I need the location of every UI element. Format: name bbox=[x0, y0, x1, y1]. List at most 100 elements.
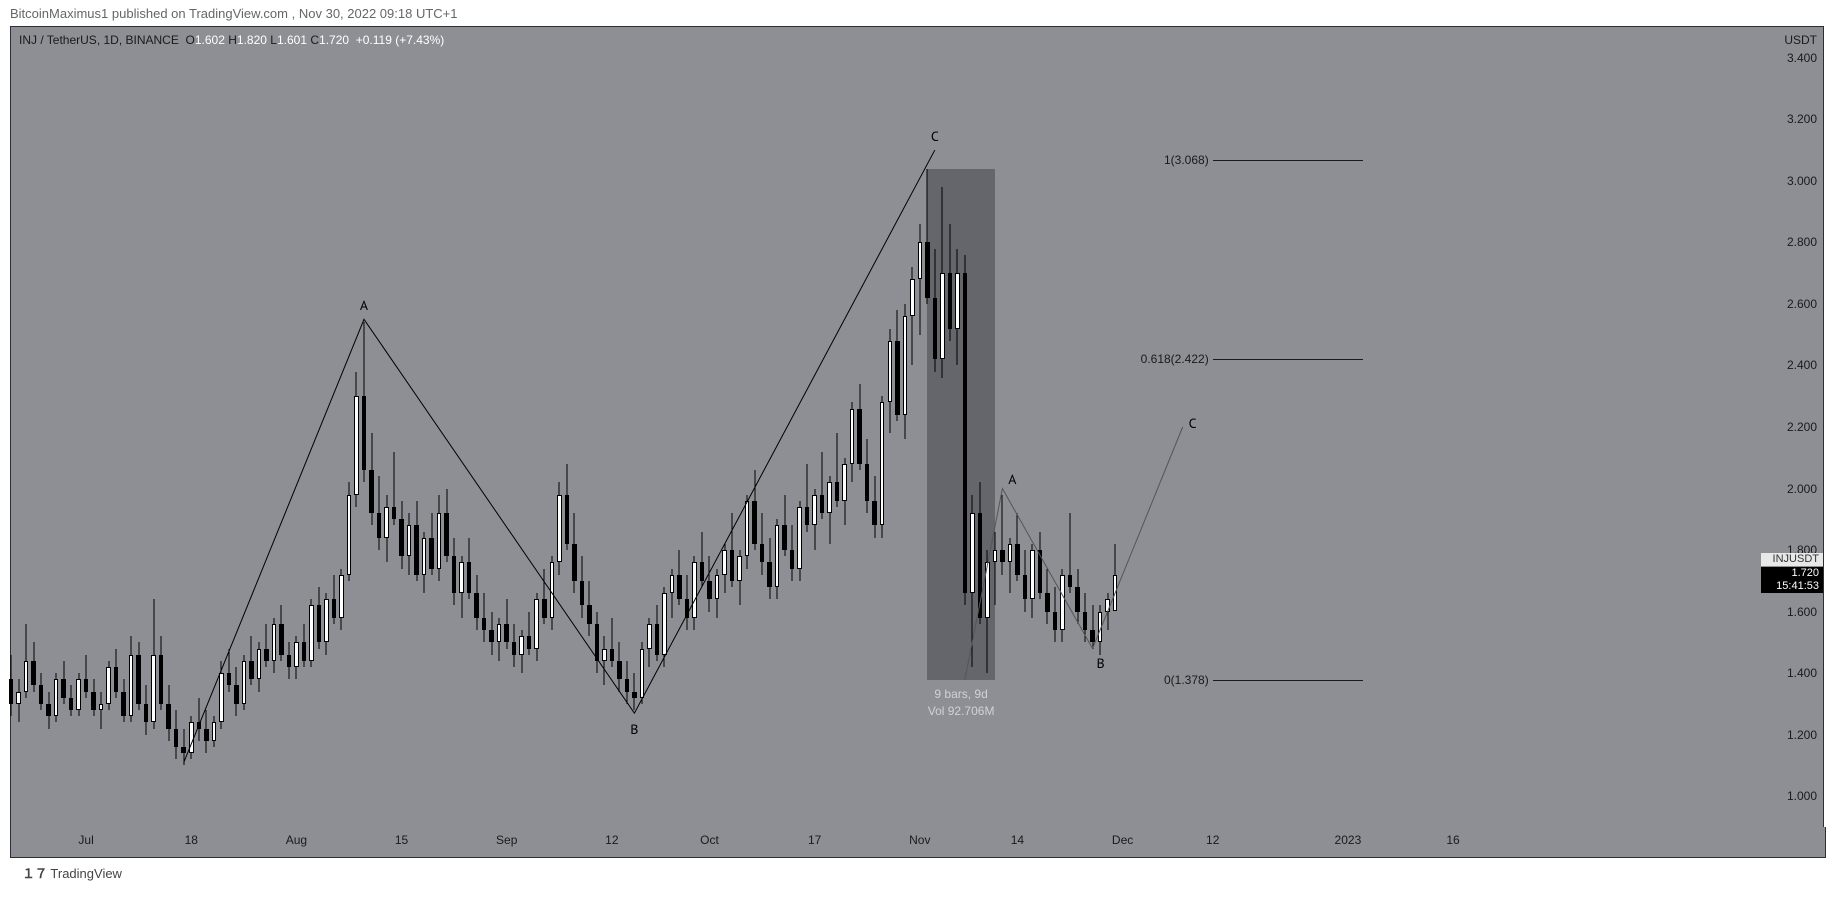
x-tick: Jul bbox=[78, 833, 93, 847]
candle bbox=[602, 27, 607, 827]
candle bbox=[114, 27, 119, 827]
candle bbox=[369, 27, 374, 827]
candle bbox=[745, 27, 750, 827]
candle bbox=[392, 27, 397, 827]
candle bbox=[106, 27, 111, 827]
candle bbox=[197, 27, 202, 827]
candle bbox=[550, 27, 555, 827]
candle bbox=[1068, 27, 1073, 827]
candle bbox=[264, 27, 269, 827]
candle bbox=[850, 27, 855, 827]
candle bbox=[1023, 27, 1028, 827]
x-tick: 14 bbox=[1011, 833, 1024, 847]
candle bbox=[895, 27, 900, 827]
candle bbox=[437, 27, 442, 827]
candle bbox=[99, 27, 104, 827]
candle bbox=[76, 27, 81, 827]
candle bbox=[760, 27, 765, 827]
candle bbox=[309, 27, 314, 827]
candle bbox=[700, 27, 705, 827]
candle bbox=[302, 27, 307, 827]
candle bbox=[257, 27, 262, 827]
candle bbox=[332, 27, 337, 827]
candle bbox=[955, 27, 960, 827]
candle bbox=[978, 27, 983, 827]
x-tick: Dec bbox=[1112, 833, 1133, 847]
candle bbox=[557, 27, 562, 827]
candle bbox=[489, 27, 494, 827]
candle bbox=[504, 27, 509, 827]
candle bbox=[467, 27, 472, 827]
candle bbox=[857, 27, 862, 827]
candle bbox=[1045, 27, 1050, 827]
candle bbox=[880, 27, 885, 827]
candle bbox=[61, 27, 66, 827]
candle bbox=[1000, 27, 1005, 827]
candle bbox=[970, 27, 975, 827]
publish-line: BitcoinMaximus1 published on TradingView… bbox=[10, 6, 458, 21]
y-tick: 1.000 bbox=[1787, 789, 1817, 803]
attribution-text: TradingView bbox=[50, 866, 122, 881]
candle bbox=[414, 27, 419, 827]
candle bbox=[429, 27, 434, 827]
wave-label: C bbox=[931, 127, 939, 145]
candle bbox=[918, 27, 923, 827]
candle bbox=[24, 27, 29, 827]
attribution: １７ TradingView bbox=[22, 863, 122, 882]
candle bbox=[1083, 27, 1088, 827]
candle bbox=[39, 27, 44, 827]
y-tick: 1.600 bbox=[1787, 605, 1817, 619]
candle bbox=[625, 27, 630, 827]
y-tick: 1.200 bbox=[1787, 728, 1817, 742]
candle bbox=[151, 27, 156, 827]
candle bbox=[707, 27, 712, 827]
candle bbox=[54, 27, 59, 827]
candle bbox=[677, 27, 682, 827]
y-tick: 2.400 bbox=[1787, 358, 1817, 372]
candle bbox=[422, 27, 427, 827]
x-tick: Sep bbox=[496, 833, 517, 847]
candle bbox=[377, 27, 382, 827]
candle bbox=[317, 27, 322, 827]
candle bbox=[775, 27, 780, 827]
candle bbox=[347, 27, 352, 827]
candle bbox=[940, 27, 945, 827]
candle bbox=[827, 27, 832, 827]
candle bbox=[835, 27, 840, 827]
candle bbox=[497, 27, 502, 827]
candle bbox=[865, 27, 870, 827]
candle bbox=[715, 27, 720, 827]
candle bbox=[189, 27, 194, 827]
candle bbox=[587, 27, 592, 827]
ohlc-chg-pct: +7.43% bbox=[399, 33, 440, 47]
candle bbox=[542, 27, 547, 827]
y-tick: 3.200 bbox=[1787, 112, 1817, 126]
candle bbox=[144, 27, 149, 827]
candle bbox=[16, 27, 21, 827]
y-axis[interactable]: USDT 1.0001.2001.4001.6001.8002.0002.200… bbox=[1761, 26, 1824, 829]
chart-plot[interactable]: INJ / TetherUS, 1D, BINANCE O1.602 H1.82… bbox=[10, 26, 1762, 828]
candle bbox=[1098, 27, 1103, 827]
candle bbox=[31, 27, 36, 827]
y-tick: 2.600 bbox=[1787, 297, 1817, 311]
candle bbox=[534, 27, 539, 827]
price-badge-value: 1.72015:41:53 bbox=[1761, 567, 1823, 593]
candle bbox=[212, 27, 217, 827]
candle bbox=[444, 27, 449, 827]
candle bbox=[790, 27, 795, 827]
candle bbox=[640, 27, 645, 827]
candle bbox=[910, 27, 915, 827]
fib-level-line bbox=[1213, 680, 1363, 681]
y-tick: 3.000 bbox=[1787, 174, 1817, 188]
fib-level-label: 0.618(2.422) bbox=[1141, 352, 1213, 366]
candle bbox=[565, 27, 570, 827]
candle bbox=[752, 27, 757, 827]
candle bbox=[46, 27, 51, 827]
x-axis[interactable]: Jul18Aug15Sep12Oct17Nov14Dec12202316 bbox=[10, 827, 1826, 858]
candle bbox=[722, 27, 727, 827]
x-tick: Nov bbox=[909, 833, 930, 847]
candle bbox=[519, 27, 524, 827]
price-badge-symbol: INJUSDT bbox=[1761, 553, 1823, 566]
candle bbox=[474, 27, 479, 827]
candle bbox=[872, 27, 877, 827]
